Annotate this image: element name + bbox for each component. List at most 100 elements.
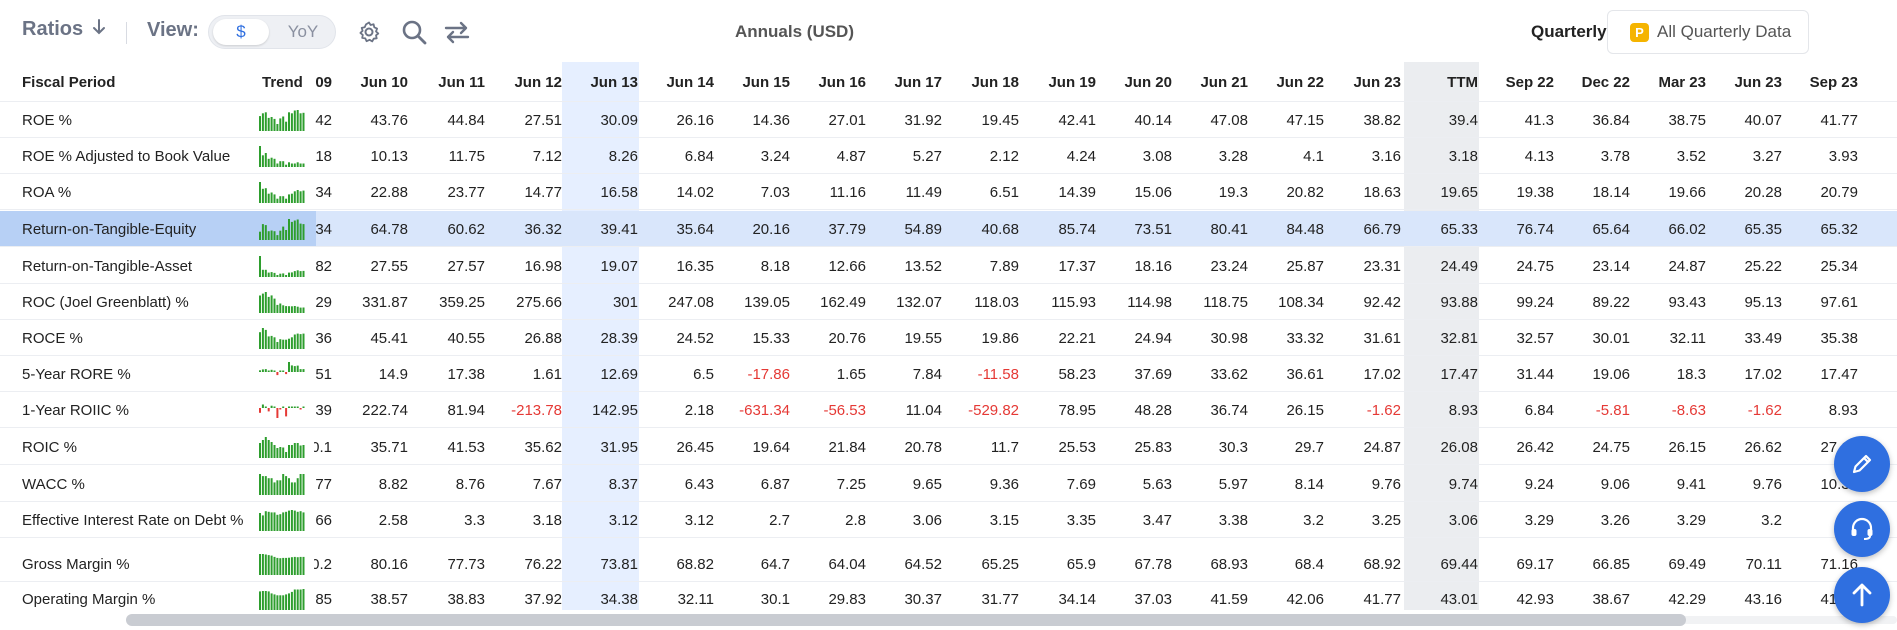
table-cell[interactable]: 68.93	[1210, 555, 1248, 573]
table-cell[interactable]: 12.66	[828, 257, 866, 275]
table-cell[interactable]: 36.84	[1592, 111, 1630, 129]
table-cell[interactable]: 9.76	[1752, 475, 1782, 493]
table-cell[interactable]: 1.61	[532, 365, 562, 383]
table-cell[interactable]: 20.82	[1286, 183, 1324, 201]
table-cell[interactable]: 35.38	[1820, 329, 1858, 347]
column-header[interactable]: Jun 12	[514, 73, 562, 91]
table-cell[interactable]: 8.18	[760, 257, 790, 275]
table-cell[interactable]: 69.44	[1440, 555, 1478, 573]
table-row[interactable]: WACC % 77 8.82 8.76 7.67 8.37 6.43 6.87 7.25 9.65…	[0, 466, 1897, 502]
column-header[interactable]: Jun 23	[1734, 73, 1782, 91]
table-cell[interactable]: 3.29	[1524, 511, 1554, 529]
table-cell[interactable]: 9.24	[1524, 475, 1554, 493]
column-header[interactable]: Sep 23	[1809, 73, 1858, 91]
table-cell[interactable]: 11.75	[448, 147, 485, 165]
trend-sparkline[interactable]	[259, 211, 305, 247]
table-cell[interactable]: 24.75	[1592, 438, 1630, 456]
trend-sparkline[interactable]	[259, 356, 305, 392]
table-cell[interactable]: 47.15	[1286, 111, 1324, 129]
table-cell[interactable]: 11.7	[990, 438, 1019, 456]
table-cell[interactable]: 67.78	[1134, 555, 1172, 573]
table-cell[interactable]: -213.78	[511, 401, 562, 419]
table-cell[interactable]: 24.94	[1134, 329, 1172, 347]
table-cell[interactable]: 26.08	[1440, 438, 1478, 456]
column-header[interactable]: Jun 21	[1200, 73, 1248, 91]
table-cell[interactable]: 26.15	[1286, 401, 1324, 419]
table-cell[interactable]: 247.08	[668, 293, 714, 311]
table-cell[interactable]: 118.03	[974, 293, 1019, 311]
table-cell[interactable]: 108.34	[1278, 293, 1324, 311]
table-cell[interactable]: 66.85	[1592, 555, 1630, 573]
table-cell[interactable]: 14.36	[752, 111, 790, 129]
table-cell[interactable]: 3.18	[1448, 147, 1478, 165]
table-cell[interactable]: 16.58	[600, 183, 638, 201]
table-cell[interactable]: 35.62	[524, 438, 562, 456]
table-cell[interactable]: 31.61	[1363, 329, 1401, 347]
table-cell[interactable]: 3.78	[1600, 147, 1630, 165]
column-header[interactable]: Jun 15	[742, 73, 790, 91]
table-cell[interactable]: 3.52	[1676, 147, 1706, 165]
table-cell[interactable]: 36.32	[524, 220, 562, 238]
table-cell[interactable]: 139.05	[744, 293, 790, 311]
table-cell[interactable]: 114.98	[1127, 293, 1172, 311]
table-cell[interactable]: 60.62	[447, 220, 485, 238]
table-cell[interactable]: 41.53	[447, 438, 485, 456]
trend-sparkline[interactable]	[259, 248, 305, 284]
table-cell[interactable]: 6.84	[684, 147, 714, 165]
table-cell[interactable]: 76.74	[1516, 220, 1554, 238]
table-row[interactable]: Gross Margin % 0.2 80.16 77.73 76.22 73.81 68.…	[0, 546, 1897, 582]
table-cell[interactable]: 0.1	[314, 438, 332, 456]
table-cell[interactable]: 39.41	[600, 220, 638, 238]
table-cell[interactable]: 3.29	[1676, 511, 1706, 529]
table-cell[interactable]: 2.12	[989, 147, 1019, 165]
table-cell[interactable]: 30.1	[760, 590, 790, 608]
table-cell[interactable]: 29	[315, 293, 332, 311]
table-row[interactable]: ROC (Joel Greenblatt) % 29 331.87 359.25 275…	[0, 284, 1897, 320]
table-cell[interactable]: 9.41	[1676, 475, 1706, 493]
table-cell[interactable]: 6.51	[989, 183, 1019, 201]
trend-sparkline[interactable]	[259, 429, 305, 465]
table-cell[interactable]: 3.16	[1371, 147, 1401, 165]
table-cell[interactable]: 27.57	[447, 257, 485, 275]
table-cell[interactable]: 17.02	[1363, 365, 1401, 383]
table-cell[interactable]: 12.69	[600, 365, 638, 383]
table-cell[interactable]: 38.83	[447, 590, 485, 608]
table-cell[interactable]: 43.16	[1744, 590, 1782, 608]
table-cell[interactable]: 13.52	[904, 257, 942, 275]
trend-sparkline[interactable]	[259, 502, 305, 538]
table-cell[interactable]: 16.35	[676, 257, 714, 275]
table-cell[interactable]: 3.47	[1142, 511, 1172, 529]
table-cell[interactable]: 24.49	[1440, 257, 1478, 275]
table-cell[interactable]: 29.7	[1294, 438, 1324, 456]
table-cell[interactable]: 9.65	[912, 475, 942, 493]
trend-sparkline[interactable]	[259, 174, 305, 210]
settings-icon[interactable]	[355, 18, 383, 46]
trend-sparkline[interactable]	[259, 466, 305, 502]
column-header[interactable]: Jun 23	[1353, 73, 1401, 91]
table-cell[interactable]: 31.77	[981, 590, 1019, 608]
table-cell[interactable]: 25.53	[1058, 438, 1096, 456]
table-cell[interactable]: 65.25	[981, 555, 1019, 573]
table-cell[interactable]: -8.63	[1671, 401, 1706, 419]
table-cell[interactable]: 6.84	[1524, 401, 1554, 419]
table-cell[interactable]: 26.62	[1744, 438, 1782, 456]
table-cell[interactable]: 19.3	[1218, 183, 1248, 201]
column-header[interactable]: Jun 11	[438, 73, 485, 91]
table-row[interactable]: ROCE % 36 45.41 40.55 26.88 28.39 24.52 15.33 20…	[0, 320, 1897, 356]
table-cell[interactable]: 21.84	[828, 438, 866, 456]
table-cell[interactable]: 0.2	[314, 555, 332, 573]
table-cell[interactable]: 47.08	[1210, 111, 1248, 129]
table-cell[interactable]: 17.47	[1440, 365, 1478, 383]
table-cell[interactable]: 26.45	[676, 438, 714, 456]
table-cell[interactable]: 22.21	[1058, 329, 1096, 347]
table-cell[interactable]: 26.16	[676, 111, 714, 129]
table-cell[interactable]: 8.37	[608, 475, 638, 493]
table-cell[interactable]: 26.88	[524, 329, 562, 347]
table-cell[interactable]: 3.27	[1752, 147, 1782, 165]
table-cell[interactable]: 4.87	[836, 147, 866, 165]
table-cell[interactable]: 27.01	[828, 111, 866, 129]
scroll-to-top-button[interactable]	[1834, 567, 1890, 623]
table-cell[interactable]: 3.26	[1600, 511, 1630, 529]
table-cell[interactable]: 24.87	[1363, 438, 1401, 456]
table-cell[interactable]: 3.35	[1066, 511, 1096, 529]
